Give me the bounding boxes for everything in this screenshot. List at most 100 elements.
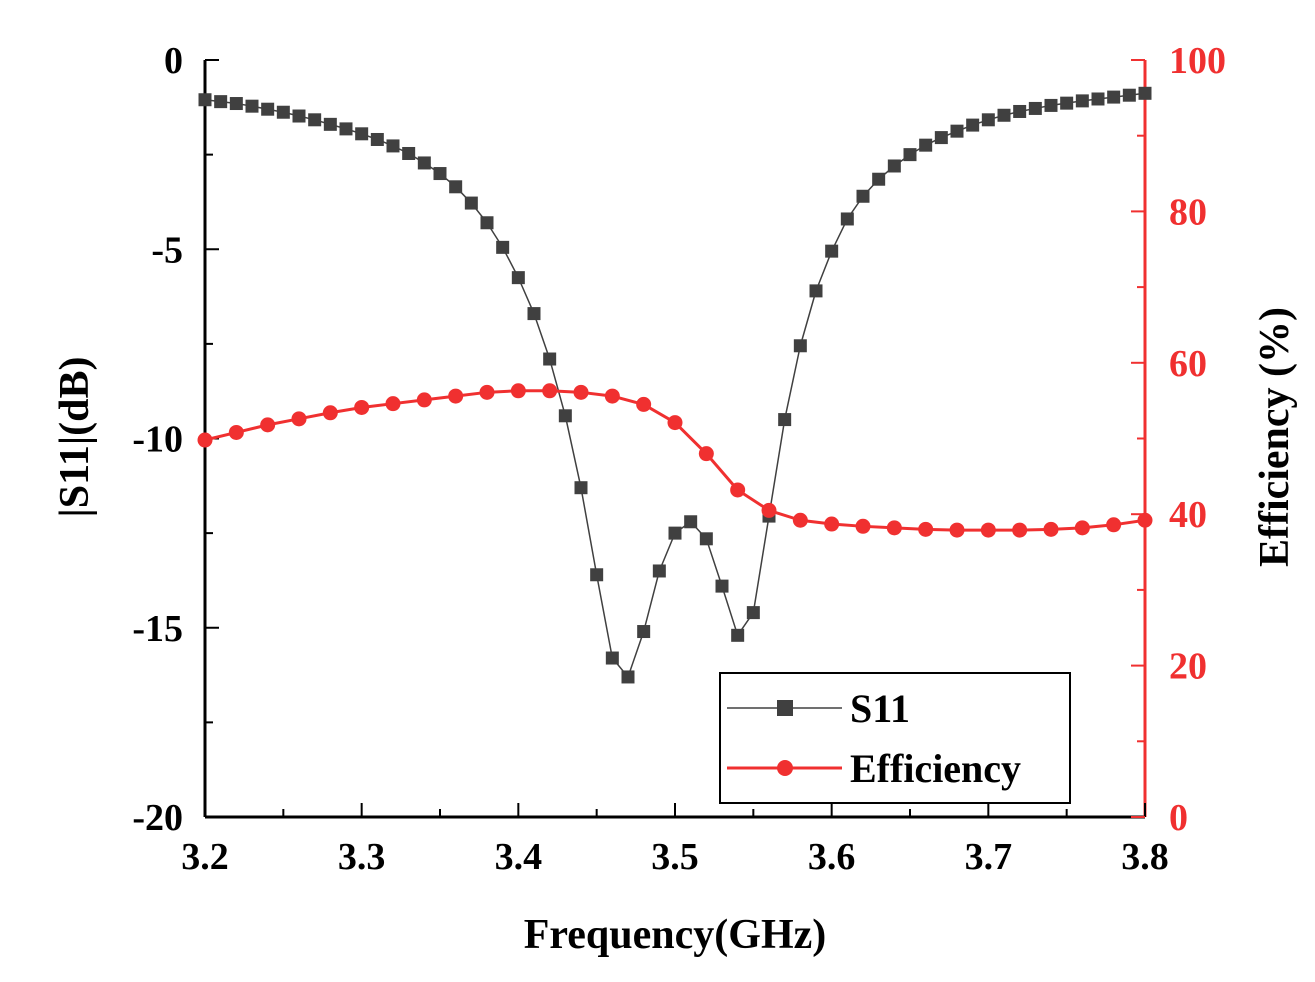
s11-data-point: [981, 113, 995, 127]
s11-data-point: [1138, 86, 1152, 100]
legend-s11-marker: [777, 700, 793, 716]
s11-data-point: [245, 99, 259, 113]
s11-series-line: [204, 92, 1146, 678]
efficiency-data-point: [761, 502, 777, 518]
s11-data-point: [997, 108, 1011, 122]
s11-data-point: [496, 240, 510, 254]
s11-data-point: [433, 167, 447, 181]
s11-data-point: [323, 117, 337, 131]
s11-data-point: [480, 216, 494, 230]
efficiency-data-point: [980, 522, 996, 538]
s11-data-point: [919, 138, 933, 152]
legend-efficiency-label: Efficiency: [850, 746, 1021, 791]
s11-data-point: [229, 97, 243, 111]
y-left-tick-label: -10: [132, 419, 183, 461]
efficiency-data-point: [667, 415, 683, 431]
s11-data-point: [590, 568, 604, 582]
s11-data-point: [731, 628, 745, 642]
s11-data-point: [746, 606, 760, 620]
s11-data-point: [887, 159, 901, 173]
efficiency-data-point: [197, 432, 213, 448]
s11-data-point: [1091, 92, 1105, 106]
s11-data-point: [386, 139, 400, 153]
s11-data-point: [840, 212, 854, 226]
efficiency-data-point: [1074, 520, 1090, 536]
efficiency-data-point: [1012, 522, 1028, 538]
x-tick-label: 3.5: [651, 836, 699, 878]
s11-data-point: [1060, 96, 1074, 110]
y-right-tick-label: 40: [1169, 494, 1207, 536]
s11-data-point: [1107, 90, 1121, 104]
s11-data-point: [668, 526, 682, 540]
s11-data-point: [872, 172, 886, 186]
s11-data-point: [715, 579, 729, 593]
y-left-tick-label: 0: [164, 40, 183, 82]
s11-data-point: [699, 532, 713, 546]
s11-data-point: [308, 113, 322, 127]
y-right-tick-label: 0: [1169, 797, 1188, 839]
efficiency-data-point: [855, 518, 871, 534]
efficiency-data-point: [918, 521, 934, 537]
efficiency-data-point: [1106, 517, 1122, 533]
efficiency-data-point: [886, 520, 902, 536]
s11-data-point: [1075, 94, 1089, 108]
x-tick-label: 3.3: [338, 836, 386, 878]
s11-data-point: [793, 339, 807, 353]
s11-data-point: [464, 196, 478, 210]
x-tick-label: 3.4: [495, 836, 543, 878]
y-left-tick-label: -5: [151, 229, 183, 271]
y-right-tick-label: 60: [1169, 343, 1207, 385]
legend-box: [719, 672, 1071, 804]
s11-data-point: [1028, 101, 1042, 115]
axes-layer: 3.2 3.3 3.4 3.5 3.6 3.7 3.80-5-10-15-201008060…: [132, 40, 1226, 878]
efficiency-data-point: [260, 417, 276, 433]
efficiency-data-point: [479, 384, 495, 400]
efficiency-data-point: [322, 405, 338, 421]
s11-data-point: [558, 409, 572, 423]
s11-data-point: [417, 156, 431, 170]
y-left-axis-title: |S11|(dB): [52, 357, 98, 518]
s11-data-point: [214, 95, 228, 109]
s11-data-point: [543, 352, 557, 366]
x-tick-label: 3.6: [808, 836, 856, 878]
y-right-tick-label: 100: [1169, 40, 1226, 82]
efficiency-series-line: [204, 389, 1146, 532]
s11-data-point: [261, 102, 275, 116]
s11-data-point: [934, 131, 948, 145]
s11-data-point: [966, 118, 980, 132]
s11-data-point: [1013, 104, 1027, 118]
s11-data-point: [449, 180, 463, 194]
s11-data-point: [527, 307, 541, 321]
s11-data-point: [825, 244, 839, 258]
legend-s11-label: S11: [850, 686, 910, 731]
y-right-axis-title: Efficiency (%): [1252, 307, 1298, 567]
efficiency-data-point: [228, 424, 244, 440]
s11-data-point: [856, 189, 870, 203]
efficiency-data-point: [1137, 512, 1153, 528]
efficiency-data-point: [824, 516, 840, 532]
y-right-tick-label: 20: [1169, 646, 1207, 688]
s11-data-point: [1044, 98, 1058, 112]
s11-data-point: [809, 284, 823, 298]
y-left-tick-label: -20: [132, 797, 183, 839]
s11-data-point: [652, 564, 666, 578]
efficiency-data-point: [573, 384, 589, 400]
efficiency-data-point: [354, 399, 370, 415]
efficiency-data-point: [604, 388, 620, 404]
efficiency-data-point: [636, 396, 652, 412]
x-axis-title: Frequency(GHz): [524, 912, 827, 958]
s11-data-point: [903, 148, 917, 162]
efficiency-data-point: [416, 392, 432, 408]
s11-data-point: [1122, 88, 1136, 102]
efficiency-data-point: [698, 446, 714, 462]
s11-data-point: [370, 132, 384, 146]
s11-data-point: [292, 109, 306, 123]
s11-data-point: [684, 515, 698, 529]
s11-data-point: [778, 413, 792, 427]
efficiency-data-point: [949, 522, 965, 538]
efficiency-data-point: [730, 482, 746, 498]
s11-data-point: [950, 124, 964, 138]
efficiency-data-point: [510, 383, 526, 399]
legend-efficiency-marker: [777, 760, 793, 776]
